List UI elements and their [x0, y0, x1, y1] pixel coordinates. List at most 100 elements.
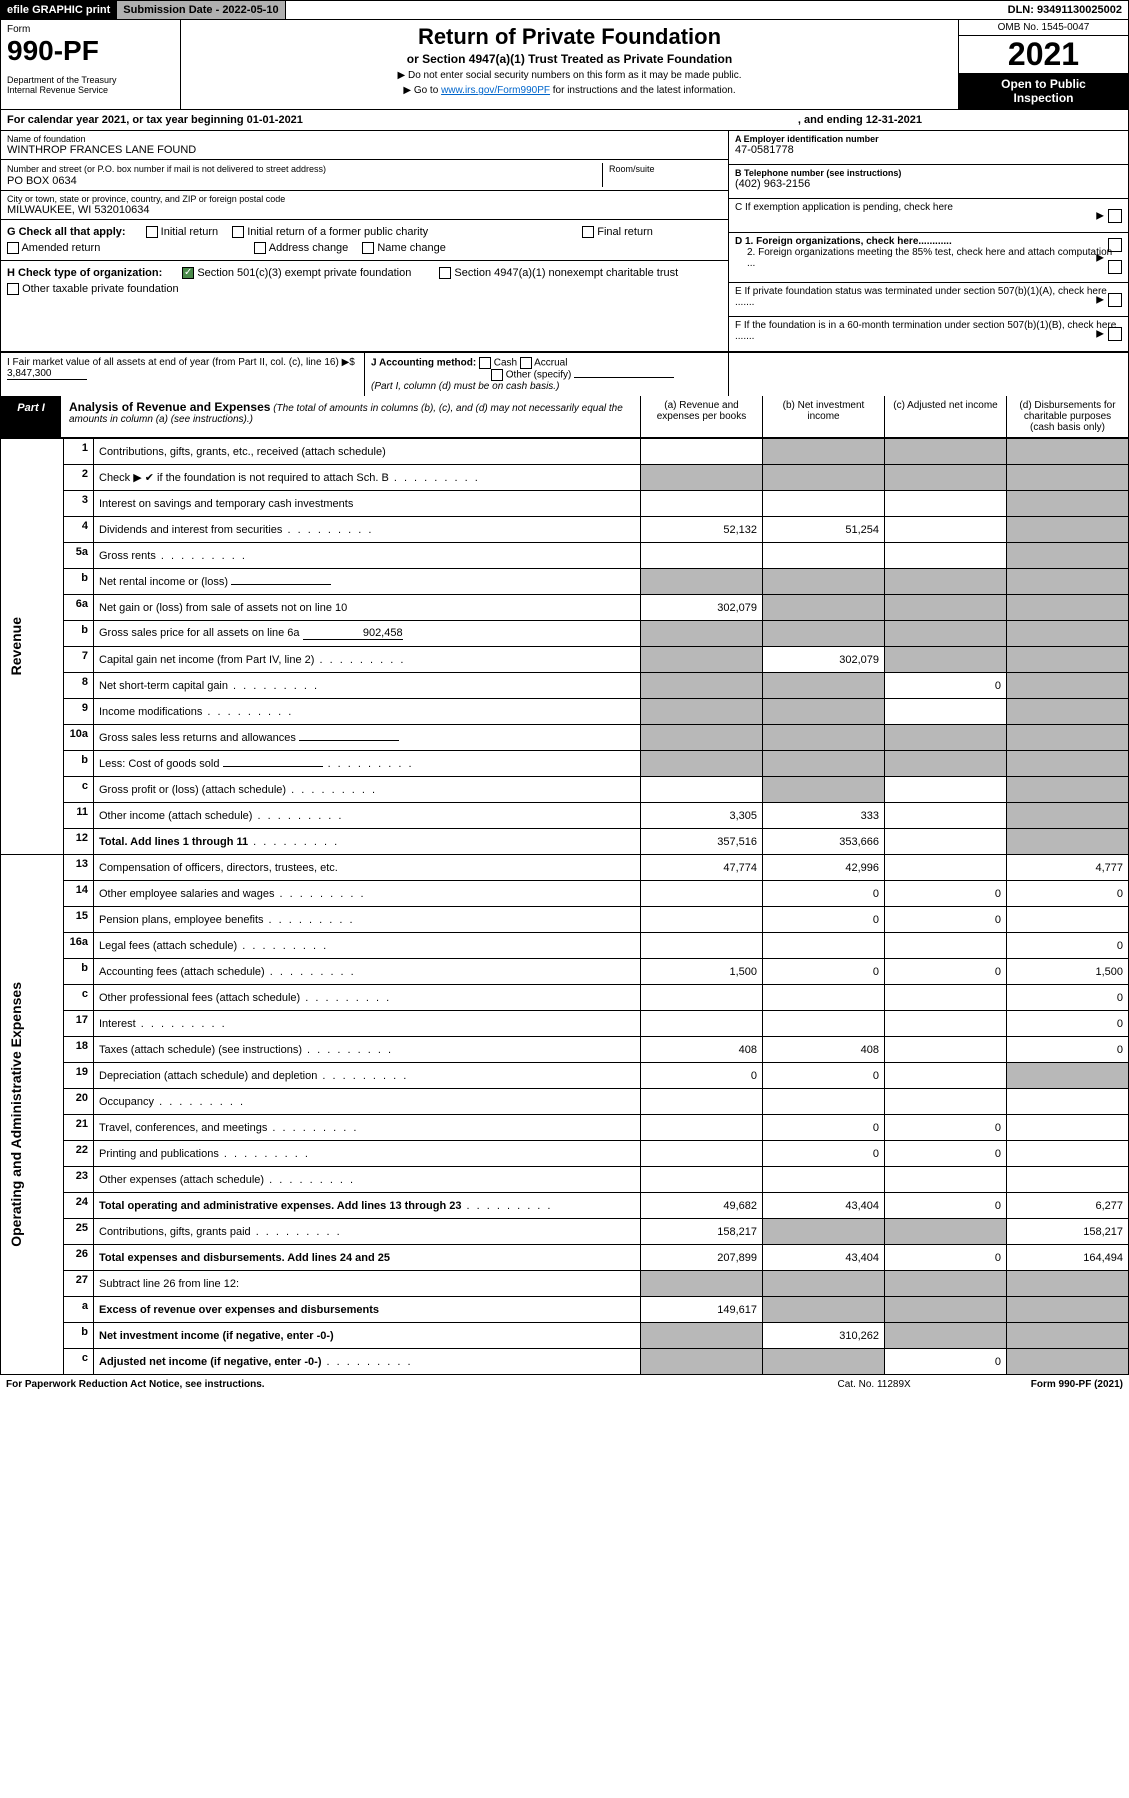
cell-a: [641, 465, 763, 491]
row-number: 7: [64, 647, 94, 673]
table-row: 9Income modifications: [1, 699, 1129, 725]
cell-b: 43,404: [763, 1245, 885, 1271]
arrow-icon: ▶: [1096, 329, 1104, 340]
row-label: Depreciation (attach schedule) and deple…: [94, 1063, 641, 1089]
row-label: Taxes (attach schedule) (see instruction…: [94, 1037, 641, 1063]
cell-a: [641, 751, 763, 777]
address-change-checkbox[interactable]: [254, 242, 266, 254]
form-number: 990-PF: [7, 35, 174, 67]
cell-a: 357,516: [641, 829, 763, 855]
row-label: Other income (attach schedule): [94, 803, 641, 829]
cell-a: 149,617: [641, 1297, 763, 1323]
f-checkbox[interactable]: [1108, 327, 1122, 341]
form-label: Form: [7, 24, 174, 35]
h-check-row: H Check type of organization: Section 50…: [1, 261, 728, 301]
table-row: cGross profit or (loss) (attach schedule…: [1, 777, 1129, 803]
row-label: Other employee salaries and wages: [94, 881, 641, 907]
row-label: Total expenses and disbursements. Add li…: [94, 1245, 641, 1271]
cell-a: [641, 673, 763, 699]
cell-d: [1007, 751, 1129, 777]
row-number: 9: [64, 699, 94, 725]
table-row: bLess: Cost of goods sold: [1, 751, 1129, 777]
cell-b: [763, 543, 885, 569]
table-row: 2Check ▶ ✔ if the foundation is not requ…: [1, 465, 1129, 491]
form-note-1: ▶ Do not enter social security numbers o…: [191, 70, 948, 81]
cell-d: 0: [1007, 1037, 1129, 1063]
table-row: bNet rental income or (loss): [1, 569, 1129, 595]
table-row: Operating and Administrative Expenses13C…: [1, 855, 1129, 881]
table-row: 8Net short-term capital gain0: [1, 673, 1129, 699]
omb-number: OMB No. 1545-0047: [959, 20, 1128, 36]
cell-b: [763, 1089, 885, 1115]
table-row: bGross sales price for all assets on lin…: [1, 621, 1129, 647]
row-number: 11: [64, 803, 94, 829]
other-method-checkbox[interactable]: [491, 369, 503, 381]
row-label: Other professional fees (attach schedule…: [94, 985, 641, 1011]
501c3-checkbox[interactable]: [182, 267, 194, 279]
efile-graphic-label[interactable]: efile GRAPHIC print: [1, 1, 117, 19]
form-note-2: ▶ Go to www.irs.gov/Form990PF for instru…: [191, 85, 948, 96]
table-row: 7Capital gain net income (from Part IV, …: [1, 647, 1129, 673]
page-footer: For Paperwork Reduction Act Notice, see …: [0, 1375, 1129, 1394]
initial-return-former-checkbox[interactable]: [232, 226, 244, 238]
row-number: 24: [64, 1193, 94, 1219]
footer-right: Form 990-PF (2021): [1031, 1379, 1123, 1390]
cell-a: [641, 647, 763, 673]
cell-c: [885, 439, 1007, 465]
cell-a: [641, 777, 763, 803]
cell-b: [763, 699, 885, 725]
d2-label: 2. Foreign organizations meeting the 85%…: [735, 247, 1122, 269]
tax-year: 2021: [959, 36, 1128, 73]
top-bar: efile GRAPHIC print Submission Date - 20…: [0, 0, 1129, 20]
final-return-checkbox[interactable]: [582, 226, 594, 238]
cell-a: 47,774: [641, 855, 763, 881]
row-number: 13: [64, 855, 94, 881]
cell-d: [1007, 1297, 1129, 1323]
phone-value: (402) 963-2156: [735, 178, 1122, 190]
foundation-name: WINTHROP FRANCES LANE FOUND: [7, 144, 722, 156]
row-label: Dividends and interest from securities: [94, 517, 641, 543]
other-taxable-checkbox[interactable]: [7, 283, 19, 295]
table-row: 25Contributions, gifts, grants paid158,2…: [1, 1219, 1129, 1245]
d1-checkbox[interactable]: [1108, 238, 1122, 252]
row-number: c: [64, 1349, 94, 1375]
arrow-icon: ▶: [1096, 294, 1104, 305]
accrual-checkbox[interactable]: [520, 357, 532, 369]
row-number: 17: [64, 1011, 94, 1037]
row-number: 19: [64, 1063, 94, 1089]
cell-a: 52,132: [641, 517, 763, 543]
cell-b: 0: [763, 1141, 885, 1167]
cell-a: [641, 1141, 763, 1167]
cell-b: 353,666: [763, 829, 885, 855]
c-checkbox[interactable]: [1108, 209, 1122, 223]
d2-checkbox[interactable]: [1108, 260, 1122, 274]
cell-c: [885, 465, 1007, 491]
table-row: 24Total operating and administrative exp…: [1, 1193, 1129, 1219]
cell-b: 333: [763, 803, 885, 829]
cell-d: 164,494: [1007, 1245, 1129, 1271]
cell-b: 0: [763, 1115, 885, 1141]
cell-d: [1007, 673, 1129, 699]
cell-d: 0: [1007, 881, 1129, 907]
cell-c: [885, 543, 1007, 569]
cell-b: [763, 725, 885, 751]
part1-table: Revenue 1Contributions, gifts, grants, e…: [0, 438, 1129, 1375]
row-number: 23: [64, 1167, 94, 1193]
cell-a: 3,305: [641, 803, 763, 829]
table-row: 20Occupancy: [1, 1089, 1129, 1115]
amended-return-checkbox[interactable]: [7, 242, 19, 254]
arrow-icon: ▶: [1096, 210, 1104, 221]
initial-return-checkbox[interactable]: [146, 226, 158, 238]
e-checkbox[interactable]: [1108, 293, 1122, 307]
cell-b: [763, 439, 885, 465]
cash-checkbox[interactable]: [479, 357, 491, 369]
cell-c: 0: [885, 1141, 1007, 1167]
name-change-checkbox[interactable]: [362, 242, 374, 254]
cell-b: 51,254: [763, 517, 885, 543]
form990pf-link[interactable]: www.irs.gov/Form990PF: [441, 85, 550, 96]
4947a1-checkbox[interactable]: [439, 267, 451, 279]
cell-b: [763, 569, 885, 595]
table-row: 23Other expenses (attach schedule): [1, 1167, 1129, 1193]
cell-a: 0: [641, 1063, 763, 1089]
cell-c: [885, 1063, 1007, 1089]
